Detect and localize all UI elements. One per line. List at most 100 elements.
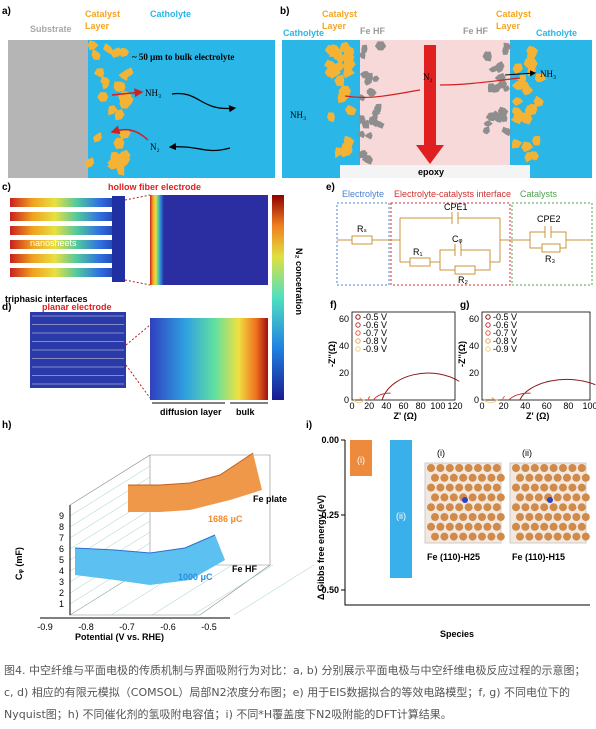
arrow	[111, 88, 144, 98]
label: CPE2	[537, 214, 561, 224]
x-tick-label: -0.5	[201, 622, 217, 632]
atom	[436, 483, 445, 492]
atom	[468, 532, 477, 541]
fiber	[10, 198, 122, 207]
atom	[468, 493, 477, 502]
particle	[493, 116, 502, 123]
legend-label: -0.7 V	[493, 328, 517, 338]
legend-marker	[485, 322, 491, 328]
particle	[361, 44, 368, 54]
label: triphasic interfaces	[5, 294, 88, 304]
atom	[572, 513, 581, 521]
y-tick-label: 4	[59, 566, 64, 576]
atom	[496, 493, 505, 502]
x-tick-label: 0	[479, 401, 484, 411]
atom	[487, 532, 496, 541]
zoom-map	[150, 195, 268, 285]
structure-name: Fe (110)-H25	[427, 552, 480, 562]
x-tick-label: 60	[542, 401, 552, 411]
atom	[487, 473, 496, 482]
x-tick-label: 80	[416, 401, 426, 411]
atom	[512, 522, 520, 531]
particle	[364, 131, 373, 140]
atom	[464, 503, 473, 512]
atom	[449, 493, 458, 502]
atom	[436, 503, 445, 512]
figure: a) Substrate Catalyst Layer Catholyte ~ …	[2, 6, 596, 642]
particle	[482, 126, 490, 135]
label: 1000 μC	[178, 572, 213, 582]
particle	[87, 40, 99, 51]
particle	[501, 126, 511, 137]
atom	[496, 532, 505, 541]
box	[511, 202, 593, 286]
atom	[530, 483, 539, 492]
atom	[483, 464, 492, 472]
particle	[118, 129, 131, 139]
atom	[540, 503, 549, 512]
atom	[544, 513, 553, 521]
bar	[390, 440, 412, 578]
particle	[118, 69, 129, 81]
atom	[572, 473, 581, 482]
particle	[117, 47, 130, 57]
particle	[344, 45, 355, 58]
particle	[107, 161, 117, 170]
particle	[329, 45, 336, 57]
y-tick-label: 5	[59, 555, 64, 565]
label: hollow fiber electrode	[108, 182, 201, 192]
colorbar	[272, 195, 284, 400]
atom	[478, 473, 486, 482]
y-tick-label: 60	[339, 314, 349, 324]
x-tick-label: 100	[582, 401, 596, 411]
grid-line	[192, 564, 274, 616]
particle	[97, 92, 109, 102]
nyquist-curve	[373, 392, 391, 401]
zoom-map	[150, 195, 164, 285]
atom	[483, 522, 492, 531]
legend-marker	[355, 314, 361, 320]
label: NH₃	[540, 69, 556, 79]
particle	[357, 130, 365, 139]
label: Catalyst	[85, 9, 120, 19]
atom	[431, 473, 439, 482]
legend-marker	[485, 338, 491, 344]
label: ~ 50 μm to bulk electrolyte	[132, 52, 234, 62]
particle	[372, 75, 380, 82]
atom	[534, 493, 543, 502]
x-tick-label: 0	[349, 401, 354, 411]
grid-line	[233, 564, 315, 616]
y-tick-label: 40	[469, 341, 479, 351]
atom	[581, 513, 590, 521]
atom	[549, 483, 558, 492]
fiber	[10, 254, 122, 263]
label: N₂	[423, 72, 433, 82]
y-tick-label: -0.25	[318, 510, 339, 520]
legend-marker	[485, 346, 491, 352]
y-tick-label: 6	[59, 544, 64, 554]
x-tick-label: 20	[499, 401, 509, 411]
particle	[374, 41, 387, 51]
particle	[533, 95, 544, 107]
atom	[483, 503, 492, 512]
atom	[492, 522, 501, 531]
x-tick-label: 40	[520, 401, 530, 411]
particle	[357, 149, 368, 159]
atom	[549, 503, 558, 512]
label: Layer	[85, 21, 110, 31]
atom	[496, 513, 505, 521]
atom	[559, 503, 567, 512]
adsorbate	[547, 497, 553, 503]
x-tick-label: 120	[447, 401, 462, 411]
label: Catalyst	[496, 9, 531, 19]
ribbon-fe-hf	[75, 535, 225, 585]
y-tick-label: 60	[469, 314, 479, 324]
particle	[359, 51, 366, 60]
label: R₂	[458, 275, 468, 285]
atom	[455, 464, 464, 472]
atom	[474, 483, 482, 492]
x-tick-label: 60	[398, 401, 408, 411]
panel-label: i)	[306, 420, 312, 431]
atom	[449, 513, 458, 521]
panel-c: c) hollow fiber electrode nanosheets tri…	[2, 182, 304, 400]
